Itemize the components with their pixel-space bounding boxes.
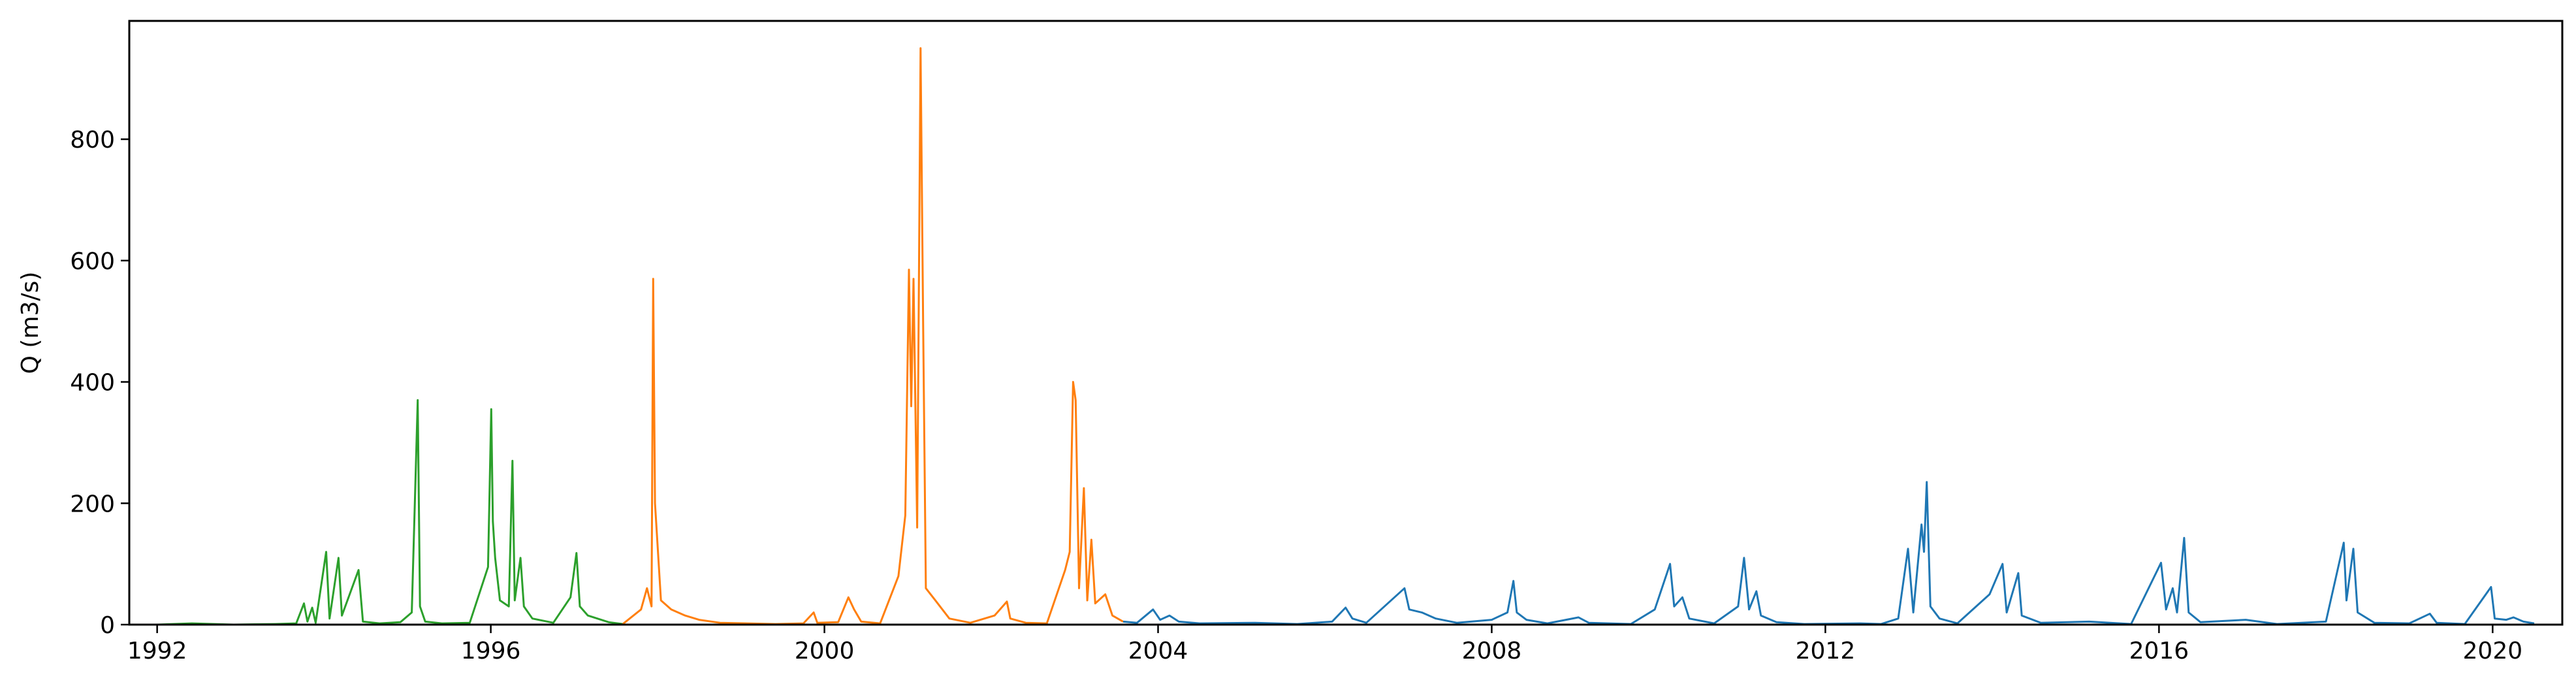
x-tick-label: 2016	[2129, 638, 2189, 664]
x-tick-label: 2020	[2463, 638, 2523, 664]
x-tick-label: 1996	[461, 638, 521, 664]
y-axis-label: Q (m3/s)	[17, 272, 44, 374]
x-tick-label: 1992	[127, 638, 187, 664]
y-tick-label: 0	[100, 612, 115, 639]
plot-frame	[128, 20, 2564, 626]
series-layer	[157, 47, 2535, 626]
y-tick-label: 600	[70, 248, 115, 275]
y-tick-label: 200	[70, 491, 115, 517]
x-tick-label: 2008	[1462, 638, 1522, 664]
x-tick-label: 2012	[1796, 638, 1856, 664]
y-axis: 0 200 400 600 800	[70, 127, 129, 639]
x-axis: 1992 1996 2000 2004 2008 2012 2016 2020	[127, 625, 2522, 664]
y-tick-label: 400	[70, 370, 115, 397]
series-line-2	[1122, 481, 2535, 625]
y-tick-label: 800	[70, 127, 115, 154]
x-tick-label: 2004	[1128, 638, 1188, 664]
series-line-1	[622, 47, 1124, 625]
series-line-0	[157, 399, 623, 626]
x-tick-label: 2000	[795, 638, 855, 664]
